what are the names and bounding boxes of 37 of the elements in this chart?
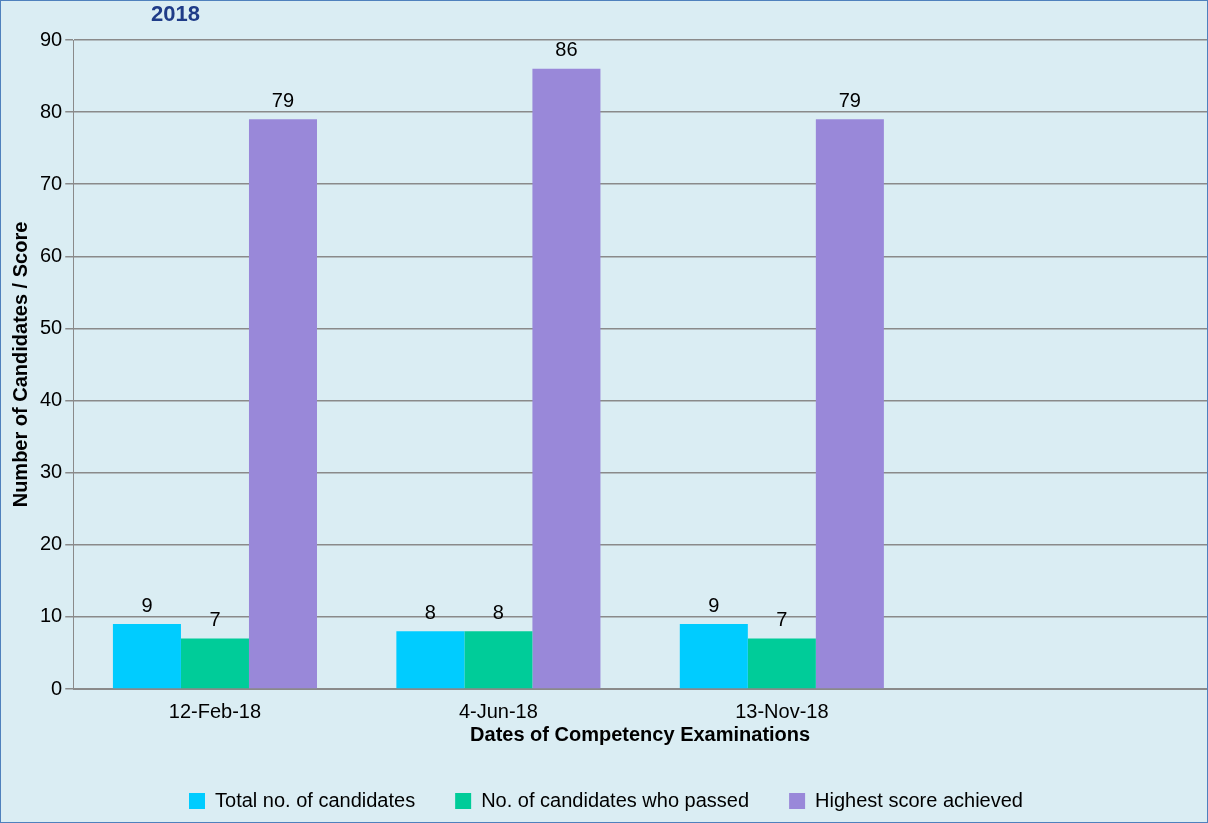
y-tick-label: 90 [40, 27, 63, 50]
bar [532, 68, 601, 689]
legend-label: Highest score achieved [815, 788, 1023, 811]
bar [248, 119, 317, 689]
y-tick-label: 70 [40, 171, 63, 194]
x-tick-label: 12-Feb-18 [168, 699, 262, 722]
data-label: 7 [209, 608, 221, 631]
data-label: 9 [708, 593, 720, 616]
data-label: 79 [271, 88, 295, 111]
y-tick-label: 20 [40, 532, 63, 555]
y-tick-label: 10 [40, 604, 63, 627]
x-tick-label: 13-Nov-18 [735, 699, 829, 722]
data-label: 8 [492, 600, 504, 623]
y-tick-label: 60 [40, 243, 63, 266]
y-tick-label: 50 [40, 315, 63, 338]
y-tick-label: 30 [40, 460, 63, 483]
bar [180, 638, 249, 689]
bar [679, 624, 748, 689]
data-label: 8 [424, 600, 436, 623]
y-axis-title: Number of Candidates / Score [8, 221, 31, 508]
legend-label: No. of candidates who passed [481, 788, 750, 811]
legend-label: Total no. of candidates [215, 788, 416, 811]
bar [396, 631, 465, 689]
x-axis-title: Dates of Competency Examinations [470, 722, 811, 745]
data-label: 7 [776, 608, 788, 631]
y-tick-label: 40 [40, 388, 63, 411]
data-label: 86 [555, 38, 578, 61]
data-label: 9 [141, 593, 153, 616]
x-tick-label: 4-Jun-18 [458, 699, 538, 722]
bar [747, 638, 816, 689]
chart-title: 2018 [151, 1, 200, 27]
data-label: 79 [838, 88, 861, 111]
bar [815, 119, 884, 689]
bar [112, 624, 181, 689]
bar [464, 631, 533, 689]
y-tick-label: 80 [40, 99, 63, 122]
y-tick-label: 0 [51, 676, 63, 699]
